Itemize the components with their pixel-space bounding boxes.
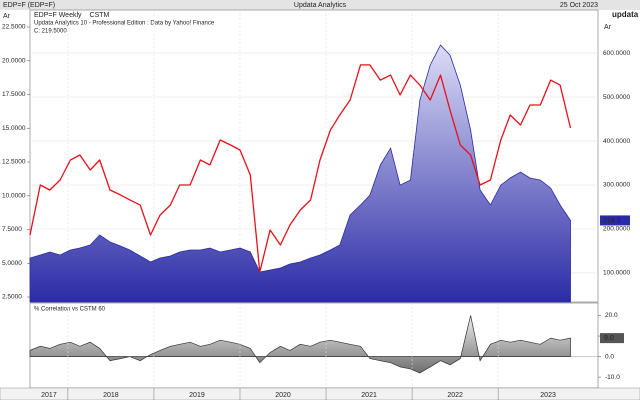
y-unit: Ar	[3, 13, 11, 20]
y-tick-label: -10.0	[605, 374, 620, 381]
area	[29, 44, 571, 303]
last-value-label: 219.5	[603, 217, 621, 224]
x-tick-label: 2023	[540, 392, 556, 399]
last-value-label: 9.0	[604, 335, 614, 342]
y-tick-label: 10.0000	[2, 192, 26, 199]
y-tick-label: 5.0000	[2, 260, 22, 267]
y-tick-label: 17.5000	[2, 91, 26, 98]
y2-tick-label: 100.0000	[603, 270, 630, 277]
x-tick-label: 2021	[361, 392, 377, 399]
line	[29, 64, 572, 273]
y2-tick-label: 400.0000	[603, 138, 630, 145]
brand: updata	[612, 10, 639, 19]
y2-tick-label: 500.0000	[603, 94, 630, 101]
y-tick-label: 7.5000	[2, 226, 22, 233]
area	[29, 315, 571, 374]
y2-unit: Ar	[604, 24, 612, 31]
x-tick-label: 2022	[447, 392, 463, 399]
y-tick-label: 20.0000	[2, 57, 26, 64]
annotation: C: 219.5000	[34, 29, 67, 35]
y-tick-label: 2.5000	[2, 294, 22, 301]
x-tick-label: 2019	[189, 392, 205, 399]
y2-tick-label: 600.0000	[603, 50, 630, 57]
y-tick-label: 20.0	[605, 312, 618, 319]
lower-title: % Correlation vs CSTM 60	[34, 307, 106, 313]
x-tick-label: 2017	[41, 392, 57, 399]
y-tick-label: 22.5000	[2, 24, 26, 31]
time-axis	[0, 387, 640, 400]
y2-tick-label: 200.0000	[603, 226, 630, 233]
title-bar	[0, 0, 640, 10]
x-tick-label: 2020	[275, 392, 291, 399]
y-tick-label: 0.0	[605, 353, 614, 360]
legend-entry: CSTM	[90, 12, 110, 19]
subtitle: Updata Analytics 10 - Professional Editi…	[34, 21, 215, 27]
y-tick-label: 15.0000	[2, 125, 26, 132]
symbol: EDP=F (EDP=F)	[3, 2, 55, 9]
date: 25 Oct 2023	[560, 2, 598, 9]
y-tick-label: 12.5000	[2, 159, 26, 166]
last-value-box	[600, 215, 630, 226]
legend-entry: EDP=F Weekly	[34, 12, 82, 19]
last-value-box	[600, 333, 624, 344]
app-title: Updata Analytics	[294, 2, 347, 9]
y2-tick-label: 300.0000	[603, 182, 630, 189]
x-tick-label: 2018	[103, 392, 119, 399]
